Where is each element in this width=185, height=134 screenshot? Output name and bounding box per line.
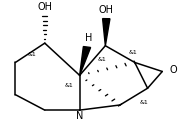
Text: H: H xyxy=(85,33,92,43)
Text: &1: &1 xyxy=(129,50,137,55)
Text: O: O xyxy=(170,65,177,75)
Text: &1: &1 xyxy=(139,100,148,105)
Text: &1: &1 xyxy=(28,52,36,57)
Polygon shape xyxy=(80,46,91,75)
Polygon shape xyxy=(103,19,110,46)
Text: &1: &1 xyxy=(64,83,73,88)
Text: N: N xyxy=(76,111,83,121)
Text: &1: &1 xyxy=(97,57,106,62)
Text: OH: OH xyxy=(99,5,114,15)
Text: OH: OH xyxy=(37,2,52,12)
